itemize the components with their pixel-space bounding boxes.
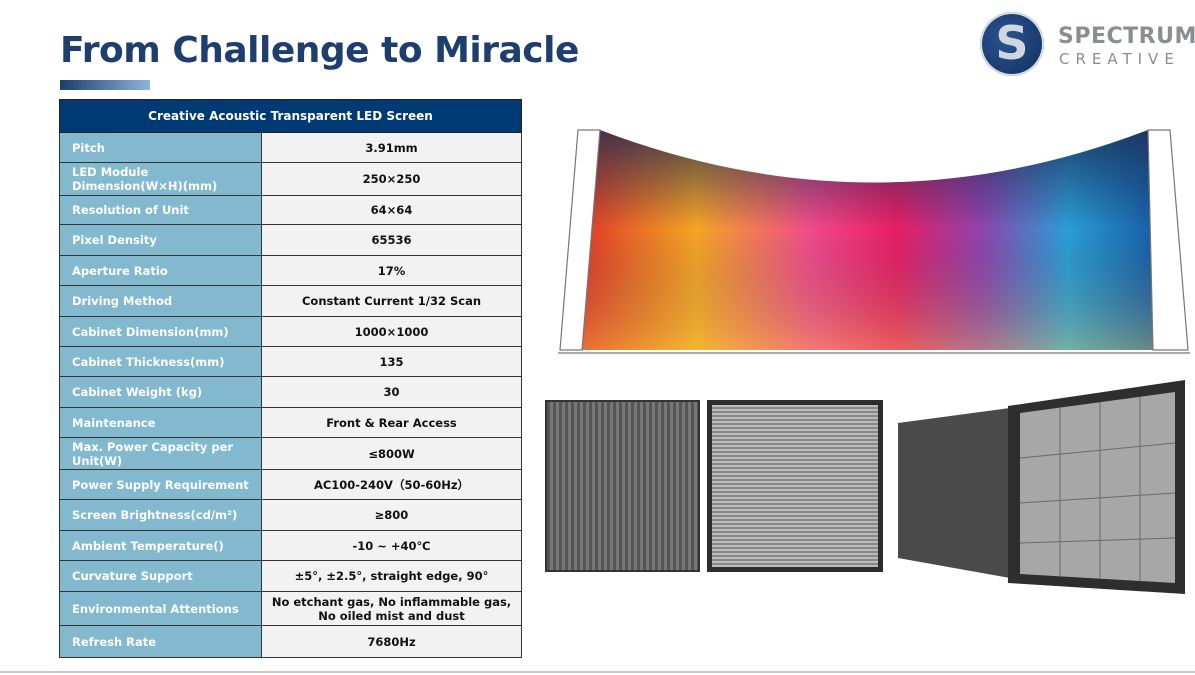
spec-label: Cabinet Thickness(mm): [59, 346, 262, 377]
page-title: From Challenge to Miracle: [60, 30, 579, 71]
spec-row: Maintenance Front & Rear Access: [59, 407, 522, 438]
spec-row: Cabinet Thickness(mm) 135: [59, 346, 522, 377]
spec-row: Aperture Ratio 17%: [59, 255, 522, 286]
spec-row: Curvature Support ±5°, ±2.5°, straight ed…: [59, 560, 522, 592]
spec-row: Resolution of Unit 64×64: [59, 195, 522, 225]
spec-value: 17%: [261, 255, 522, 286]
spec-label: Curvature Support: [59, 560, 262, 592]
logo-icon: S: [980, 12, 1044, 76]
spec-label: Pitch: [59, 132, 262, 163]
spec-label: Resolution of Unit: [59, 195, 262, 225]
spec-label: Power Supply Requirement: [59, 469, 262, 500]
spec-row: Screen Brightness(cd/m²) ≥800: [59, 499, 522, 531]
spec-value: 7680Hz: [261, 625, 522, 658]
spec-value: 1000×1000: [261, 316, 522, 347]
spec-label: Refresh Rate: [59, 625, 262, 658]
cabinet-angled-image: [898, 380, 1185, 594]
spec-value: 65536: [261, 224, 522, 256]
spec-value: AC100-240V（50-60Hz）: [261, 469, 522, 500]
spec-row: Environmental Attentions No etchant gas, …: [59, 591, 522, 626]
spec-row: LED Module Dimension(W×H)(mm) 250×250: [59, 162, 522, 196]
spec-value: 250×250: [261, 162, 522, 196]
cabinet-back-image: [545, 400, 700, 572]
spec-value: Front & Rear Access: [261, 407, 522, 438]
spectrum-creative-logo: S SPECTRUM CREATIVE: [980, 12, 1195, 78]
spec-value: ±5°, ±2.5°, straight edge, 90°: [261, 560, 522, 592]
spec-row: Pixel Density 65536: [59, 224, 522, 256]
spec-value: ≤800W: [261, 437, 522, 470]
spec-value: 3.91mm: [261, 132, 522, 163]
spec-label: Environmental Attentions: [59, 591, 262, 626]
spec-label: Cabinet Dimension(mm): [59, 316, 262, 347]
spec-label: Driving Method: [59, 285, 262, 317]
spec-row: Cabinet Weight (kg) 30: [59, 376, 522, 408]
spec-row: Max. Power Capacity per Unit(W) ≤800W: [59, 437, 522, 470]
spec-row: Power Supply Requirement AC100-240V（50-60…: [59, 469, 522, 500]
spec-value: No etchant gas, No inflammable gas, No o…: [261, 591, 522, 626]
spec-label: Max. Power Capacity per Unit(W): [59, 437, 262, 470]
spec-label: Ambient Temperature(): [59, 530, 262, 561]
spec-value: Constant Current 1/32 Scan: [261, 285, 522, 317]
spec-row: Refresh Rate 7680Hz: [59, 625, 522, 658]
spec-label: Aperture Ratio: [59, 255, 262, 286]
logo-text-creative: CREATIVE: [1059, 50, 1180, 68]
title-underline: [60, 80, 150, 90]
spec-value: 135: [261, 346, 522, 377]
spec-label: Screen Brightness(cd/m²): [59, 499, 262, 531]
spec-value: ≥800: [261, 499, 522, 531]
spec-label: Cabinet Weight (kg): [59, 376, 262, 408]
spec-row: Cabinet Dimension(mm) 1000×1000: [59, 316, 522, 347]
spec-label: LED Module Dimension(W×H)(mm): [59, 162, 262, 196]
spec-value: 64×64: [261, 195, 522, 225]
cabinet-front-image: [707, 400, 883, 572]
spec-row: Ambient Temperature() -10 ~ +40℃: [59, 530, 522, 561]
spec-label: Maintenance: [59, 407, 262, 438]
spec-row: Driving Method Constant Current 1/32 Scan: [59, 285, 522, 317]
spec-table-header: Creative Acoustic Transparent LED Screen: [59, 99, 522, 133]
spec-label: Pixel Density: [59, 224, 262, 256]
spec-value: -10 ~ +40℃: [261, 530, 522, 561]
spec-row: Pitch 3.91mm: [59, 132, 522, 163]
spec-table: Creative Acoustic Transparent LED Screen…: [59, 99, 522, 658]
spec-value: 30: [261, 376, 522, 408]
footer-divider: [0, 671, 1195, 673]
curved-led-screen-image: [558, 129, 1190, 354]
logo-text-spectrum: SPECTRUM: [1058, 24, 1195, 49]
